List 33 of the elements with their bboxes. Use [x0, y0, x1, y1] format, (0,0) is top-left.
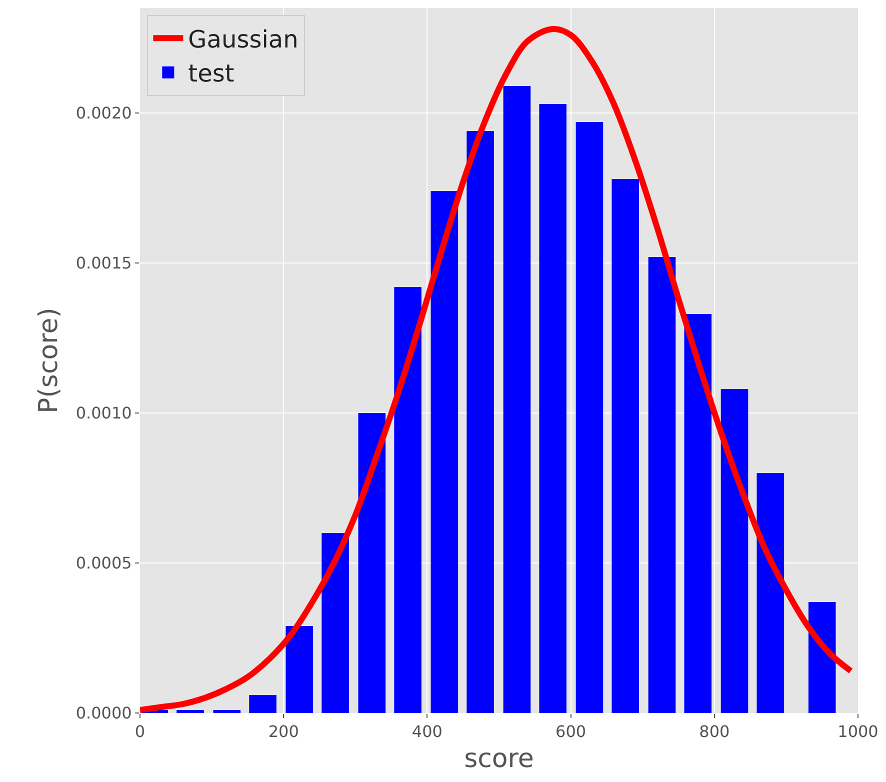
bar — [213, 710, 241, 713]
y-tick-label: 0.0000 — [76, 704, 132, 723]
bar — [684, 314, 712, 713]
bar — [576, 122, 604, 713]
bar — [808, 602, 836, 713]
y-axis-title: P(score) — [34, 308, 64, 414]
bar — [503, 86, 531, 713]
bar — [430, 191, 458, 713]
y-tick-label: 0.0020 — [76, 104, 132, 123]
bar — [358, 413, 386, 713]
bar — [720, 389, 748, 713]
bar — [394, 287, 422, 713]
bar — [756, 473, 784, 713]
bar — [322, 533, 349, 713]
x-tick-label: 400 — [412, 722, 442, 742]
bar — [286, 626, 314, 713]
bar — [466, 131, 494, 713]
y-tick-label: 0.0015 — [76, 254, 132, 273]
y-tick-label: 0.0010 — [76, 404, 132, 423]
x-tick-label: 200 — [268, 722, 299, 742]
x-axis-title: score — [464, 744, 534, 774]
x-tick-label: 600 — [556, 722, 586, 742]
x-tick-label: 0 — [134, 722, 146, 742]
bar — [648, 257, 676, 713]
bar — [539, 104, 566, 713]
x-tick-label: 1000 — [838, 722, 878, 742]
bar — [249, 695, 276, 713]
bar — [612, 179, 640, 713]
x-tick-label: 800 — [699, 722, 730, 742]
bar — [176, 710, 204, 713]
legend-label: Gaussian — [188, 26, 298, 54]
y-tick-label: 0.0005 — [76, 554, 132, 573]
legend-label: test — [188, 60, 234, 88]
